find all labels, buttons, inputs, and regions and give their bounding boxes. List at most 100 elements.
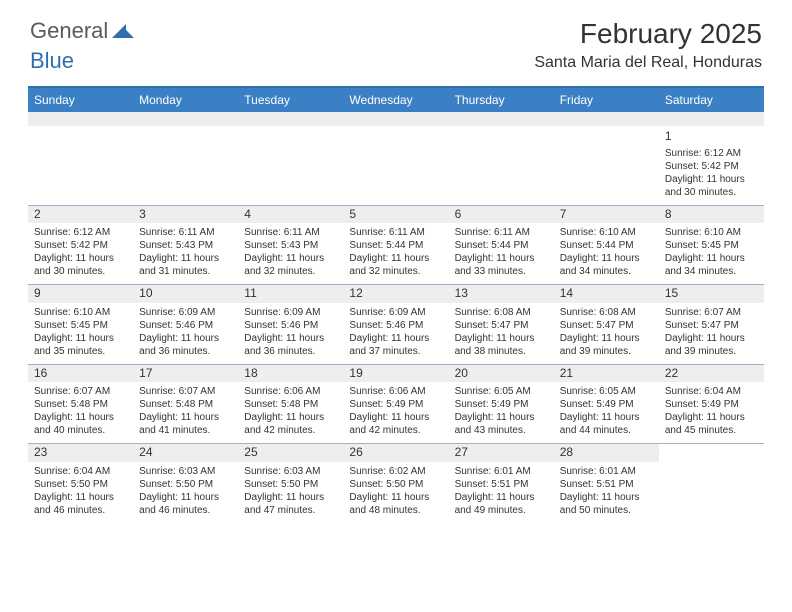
day-number: 27 [449, 444, 554, 462]
daylight-line-2: and 30 minutes. [665, 186, 758, 199]
day-cell: 9Sunrise: 6:10 AMSunset: 5:45 PMDaylight… [28, 285, 133, 364]
daylight-line-2: and 46 minutes. [139, 504, 232, 517]
sunset-line: Sunset: 5:50 PM [34, 478, 127, 491]
sunset-line: Sunset: 5:45 PM [665, 239, 758, 252]
sunrise-line: Sunrise: 6:12 AM [34, 226, 127, 239]
day-number: 15 [659, 285, 764, 303]
day-number: 11 [238, 285, 343, 303]
day-cell: 25Sunrise: 6:03 AMSunset: 5:50 PMDayligh… [238, 444, 343, 523]
sunrise-line: Sunrise: 6:12 AM [665, 147, 758, 160]
day-cell: 4Sunrise: 6:11 AMSunset: 5:43 PMDaylight… [238, 206, 343, 285]
sunrise-line: Sunrise: 6:04 AM [34, 465, 127, 478]
sunrise-line: Sunrise: 6:11 AM [244, 226, 337, 239]
day-cell-empty [343, 126, 448, 205]
day-header-cell: Tuesday [238, 88, 343, 112]
sunrise-line: Sunrise: 6:04 AM [665, 385, 758, 398]
day-cell-empty [659, 444, 764, 523]
daylight-line-2: and 38 minutes. [455, 345, 548, 358]
daylight-line-1: Daylight: 11 hours [665, 252, 758, 265]
sunset-line: Sunset: 5:49 PM [560, 398, 653, 411]
day-number: 8 [659, 206, 764, 224]
daylight-line-2: and 33 minutes. [455, 265, 548, 278]
daylight-line-1: Daylight: 11 hours [244, 332, 337, 345]
daylight-line-1: Daylight: 11 hours [139, 252, 232, 265]
day-number: 18 [238, 365, 343, 383]
day-number: 26 [343, 444, 448, 462]
daylight-line-1: Daylight: 11 hours [349, 332, 442, 345]
daylight-line-1: Daylight: 11 hours [665, 173, 758, 186]
daylight-line-2: and 37 minutes. [349, 345, 442, 358]
sunset-line: Sunset: 5:51 PM [455, 478, 548, 491]
logo-triangle-icon [112, 20, 134, 43]
sunset-line: Sunset: 5:49 PM [455, 398, 548, 411]
sunrise-line: Sunrise: 6:11 AM [139, 226, 232, 239]
daylight-line-2: and 40 minutes. [34, 424, 127, 437]
daylight-line-2: and 41 minutes. [139, 424, 232, 437]
daylight-line-2: and 46 minutes. [34, 504, 127, 517]
sunrise-line: Sunrise: 6:10 AM [560, 226, 653, 239]
sunset-line: Sunset: 5:48 PM [139, 398, 232, 411]
sunset-line: Sunset: 5:44 PM [349, 239, 442, 252]
day-header-cell: Thursday [449, 88, 554, 112]
day-cell: 19Sunrise: 6:06 AMSunset: 5:49 PMDayligh… [343, 365, 448, 444]
day-number: 14 [554, 285, 659, 303]
sunrise-line: Sunrise: 6:07 AM [665, 306, 758, 319]
sunrise-line: Sunrise: 6:10 AM [34, 306, 127, 319]
day-cell: 13Sunrise: 6:08 AMSunset: 5:47 PMDayligh… [449, 285, 554, 364]
day-cell: 1Sunrise: 6:12 AMSunset: 5:42 PMDaylight… [659, 126, 764, 205]
day-cell: 22Sunrise: 6:04 AMSunset: 5:49 PMDayligh… [659, 365, 764, 444]
day-header-cell: Friday [554, 88, 659, 112]
daylight-line-1: Daylight: 11 hours [455, 252, 548, 265]
sunset-line: Sunset: 5:45 PM [34, 319, 127, 332]
sunrise-line: Sunrise: 6:06 AM [244, 385, 337, 398]
week-row: 9Sunrise: 6:10 AMSunset: 5:45 PMDaylight… [28, 284, 764, 364]
daylight-line-1: Daylight: 11 hours [455, 491, 548, 504]
daylight-line-1: Daylight: 11 hours [560, 411, 653, 424]
daylight-line-1: Daylight: 11 hours [34, 332, 127, 345]
sunset-line: Sunset: 5:49 PM [349, 398, 442, 411]
day-number: 3 [133, 206, 238, 224]
location: Santa Maria del Real, Honduras [534, 54, 762, 72]
calendar: SundayMondayTuesdayWednesdayThursdayFrid… [28, 86, 764, 523]
daylight-line-1: Daylight: 11 hours [244, 411, 337, 424]
day-cell: 20Sunrise: 6:05 AMSunset: 5:49 PMDayligh… [449, 365, 554, 444]
header: General February 2025 Santa Maria del Re… [0, 0, 792, 80]
sunrise-line: Sunrise: 6:08 AM [455, 306, 548, 319]
day-cell: 14Sunrise: 6:08 AMSunset: 5:47 PMDayligh… [554, 285, 659, 364]
sunset-line: Sunset: 5:46 PM [244, 319, 337, 332]
daylight-line-1: Daylight: 11 hours [349, 491, 442, 504]
day-number: 1 [665, 129, 758, 147]
logo-blue: Blue [30, 48, 74, 73]
sunrise-line: Sunrise: 6:11 AM [349, 226, 442, 239]
daylight-line-2: and 36 minutes. [139, 345, 232, 358]
sunrise-line: Sunrise: 6:09 AM [244, 306, 337, 319]
daylight-line-1: Daylight: 11 hours [455, 411, 548, 424]
day-cell: 5Sunrise: 6:11 AMSunset: 5:44 PMDaylight… [343, 206, 448, 285]
day-cell: 6Sunrise: 6:11 AMSunset: 5:44 PMDaylight… [449, 206, 554, 285]
daylight-line-2: and 32 minutes. [349, 265, 442, 278]
sunrise-line: Sunrise: 6:01 AM [455, 465, 548, 478]
sunrise-line: Sunrise: 6:07 AM [139, 385, 232, 398]
day-cell: 11 Sunrise: 6:09 AMSunset: 5:46 PMDayligh… [238, 285, 343, 364]
daylight-line-2: and 44 minutes. [560, 424, 653, 437]
month-title: February 2025 [534, 18, 762, 50]
title-block: February 2025 Santa Maria del Real, Hond… [534, 18, 762, 72]
day-number: 28 [554, 444, 659, 462]
daylight-line-2: and 50 minutes. [560, 504, 653, 517]
day-cell-empty [238, 126, 343, 205]
sunrise-line: Sunrise: 6:05 AM [455, 385, 548, 398]
daylight-line-1: Daylight: 11 hours [665, 411, 758, 424]
sunset-line: Sunset: 5:42 PM [34, 239, 127, 252]
daylight-line-1: Daylight: 11 hours [665, 332, 758, 345]
spacer-row [28, 112, 764, 126]
day-cell: 28Sunrise: 6:01 AMSunset: 5:51 PMDayligh… [554, 444, 659, 523]
daylight-line-1: Daylight: 11 hours [139, 332, 232, 345]
day-header-row: SundayMondayTuesdayWednesdayThursdayFrid… [28, 88, 764, 112]
day-number: 2 [28, 206, 133, 224]
daylight-line-1: Daylight: 11 hours [560, 491, 653, 504]
daylight-line-2: and 30 minutes. [34, 265, 127, 278]
daylight-line-1: Daylight: 11 hours [34, 491, 127, 504]
day-cell-empty [449, 126, 554, 205]
day-number: 24 [133, 444, 238, 462]
daylight-line-1: Daylight: 11 hours [244, 491, 337, 504]
